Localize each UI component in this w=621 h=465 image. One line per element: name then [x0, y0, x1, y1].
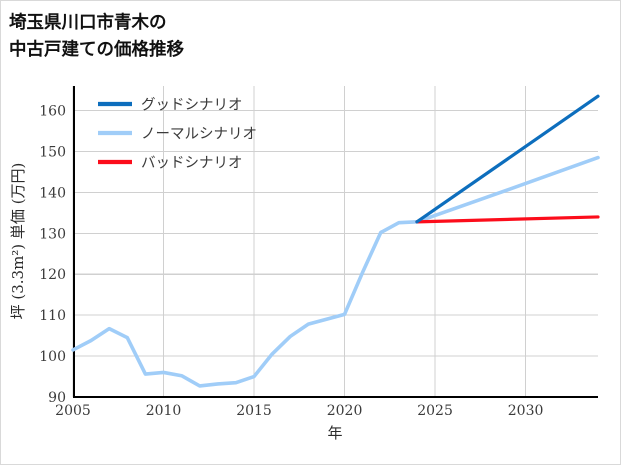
y-tick-label: 130 — [39, 226, 66, 242]
x-tick-label: 2025 — [417, 403, 453, 419]
y-axis-tick-labels: 90 100 110 120 130 140 150 160 — [39, 104, 66, 406]
x-axis-tick-labels: 2005 2010 2015 2020 2025 2030 — [55, 403, 543, 419]
x-tick-label: 2020 — [327, 403, 363, 419]
y-tick-label: 100 — [39, 349, 66, 365]
plot-area — [73, 86, 598, 397]
series-line — [415, 94, 600, 224]
x-axis-title: 年 — [327, 424, 342, 442]
chart-title-line-2: 中古戸建ての価格推移 — [9, 39, 184, 60]
y-tick-label: 110 — [39, 308, 66, 324]
legend-label: バッドシナリオ — [141, 156, 243, 172]
x-tick-label: 2015 — [236, 403, 272, 419]
y-tick-label: 120 — [39, 267, 66, 283]
y-tick-label: 160 — [39, 104, 66, 120]
x-tick-label: 2005 — [55, 403, 91, 419]
legend-label: ノーマルシナリオ — [141, 127, 257, 143]
chart-title-line-1: 埼玉県川口市青木の — [9, 12, 167, 33]
series-line — [71, 155, 600, 388]
y-tick-label: 90 — [48, 390, 66, 406]
data-series — [71, 94, 600, 388]
legend-label: グッドシナリオ — [141, 97, 243, 114]
y-tick-label: 140 — [39, 185, 66, 201]
x-tick-label: 2030 — [508, 403, 544, 419]
x-tick-label: 2010 — [146, 403, 182, 419]
series-line — [415, 215, 600, 224]
y-tick-label: 150 — [39, 144, 66, 160]
y-axis-title: 坪 (3.3m²) 単価 (万円) — [9, 163, 27, 320]
